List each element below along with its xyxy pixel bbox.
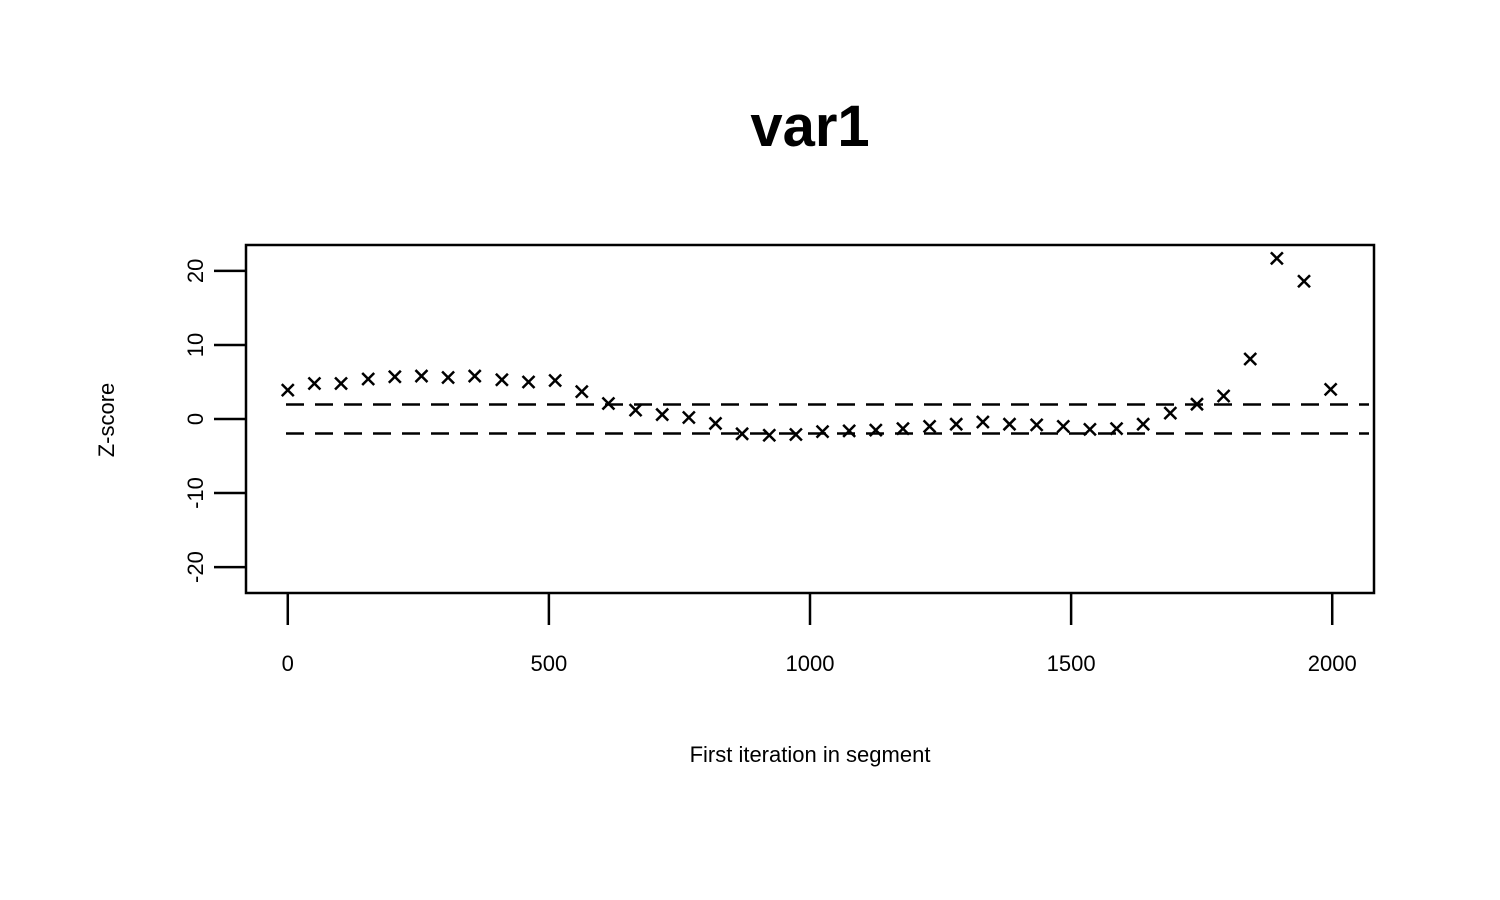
- data-point: [1216, 389, 1231, 403]
- y-tick-label: 10: [183, 333, 208, 357]
- data-point: [628, 403, 643, 417]
- x-tick-label: 500: [531, 651, 568, 676]
- chart-title: var1: [750, 94, 869, 159]
- data-point: [1297, 274, 1311, 289]
- y-tick-label: -10: [183, 477, 208, 509]
- data-point: [414, 369, 429, 383]
- data-point: [949, 417, 964, 432]
- data-point: [334, 376, 348, 391]
- data-point: [789, 427, 803, 442]
- data-point: [1109, 421, 1124, 436]
- data-point: [655, 407, 670, 422]
- data-point: [735, 426, 749, 441]
- x-tick-label: 1000: [786, 651, 835, 676]
- y-tick-label: -20: [183, 551, 208, 583]
- data-point: [681, 410, 696, 425]
- data-point: [601, 396, 616, 411]
- y-axis-label: Z-score: [94, 383, 119, 458]
- data-point: [708, 416, 723, 431]
- data-point: [922, 419, 937, 434]
- data-point: [1083, 422, 1097, 437]
- data-point: [896, 421, 910, 436]
- x-axis-label: First iteration in segment: [690, 742, 931, 767]
- data-point: [842, 423, 857, 438]
- data-point: [441, 370, 455, 385]
- data-point: [1056, 419, 1071, 434]
- data-point: [1163, 406, 1178, 420]
- y-axis: -20 -10 0 10 20: [183, 259, 246, 583]
- data-point: [815, 424, 830, 439]
- data-point: [1190, 397, 1204, 412]
- data-point: [975, 415, 990, 429]
- data-point: [280, 383, 295, 398]
- data-point: [1323, 382, 1338, 397]
- data-point: [1029, 418, 1044, 432]
- data-point: [1269, 251, 1284, 266]
- data-point: [868, 423, 883, 437]
- y-tick-label: 20: [183, 259, 208, 283]
- data-point: [521, 375, 536, 389]
- x-tick-label: 0: [282, 651, 294, 676]
- x-tick-label: 2000: [1308, 651, 1357, 676]
- data-point: [574, 384, 589, 399]
- data-point: [1243, 352, 1258, 366]
- x-axis: 0 500 1000 1500 2000: [282, 593, 1357, 676]
- data-point: [495, 372, 509, 387]
- data-point: [361, 372, 376, 386]
- data-point: [548, 373, 563, 388]
- plot-frame: [244, 243, 1376, 595]
- data-points: [280, 251, 1338, 443]
- data-point: [307, 376, 322, 391]
- x-tick-label: 1500: [1047, 651, 1096, 676]
- data-point: [1136, 417, 1151, 432]
- data-point: [387, 369, 402, 384]
- y-tick-label: 0: [183, 413, 208, 425]
- reference-lines: [286, 403, 1369, 435]
- data-point: [467, 369, 482, 383]
- data-point: [762, 428, 777, 443]
- data-point: [1002, 417, 1017, 432]
